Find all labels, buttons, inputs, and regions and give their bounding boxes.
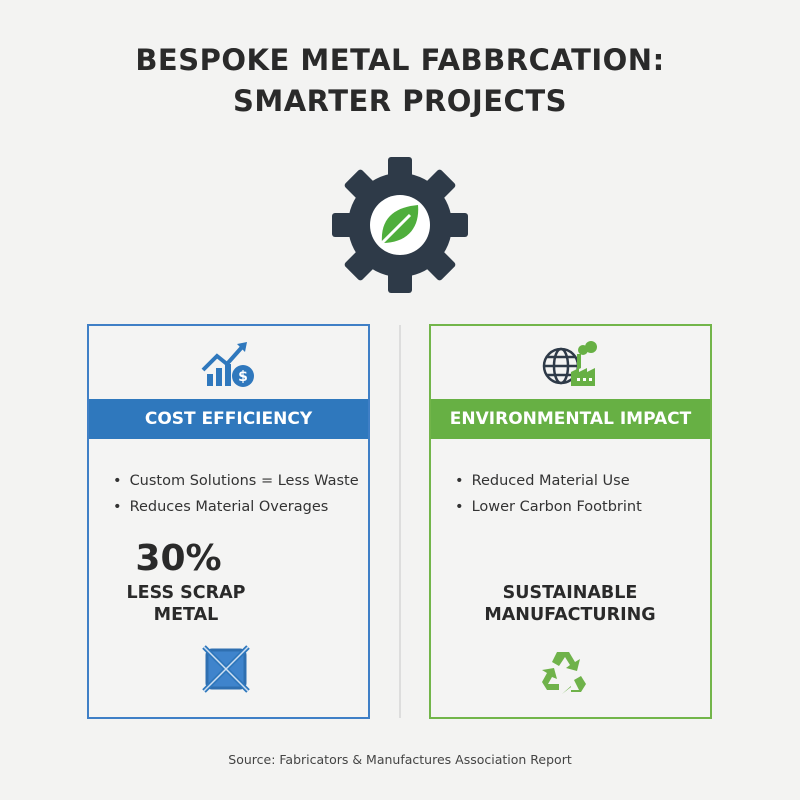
title-line-2: SMARTER PROJECTS (232, 84, 568, 118)
env-bullets: Reduced Material Use Lower Carbon Footbr… (455, 470, 642, 522)
stat-label-2: METAL (153, 605, 219, 625)
page-title: BESPOKE METAL FABBRCATION: SMARTER PROJE… (0, 40, 800, 122)
list-item: Custom Solutions = Less Waste (113, 470, 359, 496)
stat-value: 30% (135, 538, 222, 579)
crossed-out-scrap-icon (202, 645, 250, 693)
cost-efficiency-card: $ COST EFFICIENCY Custom Solutions = Les… (87, 324, 370, 719)
cost-efficiency-heading: COST EFFICIENCY (89, 399, 368, 439)
list-item: Reduced Material Use (455, 470, 642, 496)
cost-bullets: Custom Solutions = Less Waste Reduces Ma… (113, 470, 359, 522)
stat-label-1: LESS SCRAP (126, 583, 246, 603)
divider (399, 325, 401, 718)
list-item: Reduces Material Overages (113, 496, 359, 522)
chart-growth-dollar-icon: $ (201, 342, 254, 387)
list-item: Lower Carbon Footbrint (455, 496, 642, 522)
environmental-impact-card: ENVIRONMENTAL IMPACT Reduced Material Us… (429, 324, 712, 719)
env-label-1: SUSTAINABLE (502, 583, 638, 603)
source-note: Source: Fabricators & Manufactures Assoc… (228, 752, 572, 767)
environmental-impact-heading: ENVIRONMENTAL IMPACT (431, 399, 710, 439)
gear-with-leaf-icon (332, 157, 468, 293)
globe-factory-icon (542, 341, 597, 386)
recycle-icon (542, 652, 586, 694)
title-line-1: BESPOKE METAL FABBRCATION: (135, 43, 665, 77)
env-label-2: MANUFACTURING (484, 605, 656, 625)
svg-text:$: $ (238, 369, 248, 385)
